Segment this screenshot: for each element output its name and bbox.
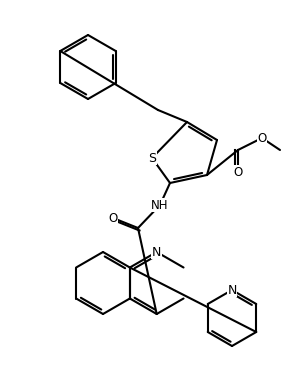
Text: N: N (152, 245, 161, 258)
Text: O: O (257, 132, 267, 144)
Text: S: S (148, 151, 156, 165)
Text: N: N (227, 283, 237, 297)
Text: O: O (108, 212, 118, 224)
Text: O: O (233, 166, 243, 178)
Text: NH: NH (151, 199, 169, 212)
